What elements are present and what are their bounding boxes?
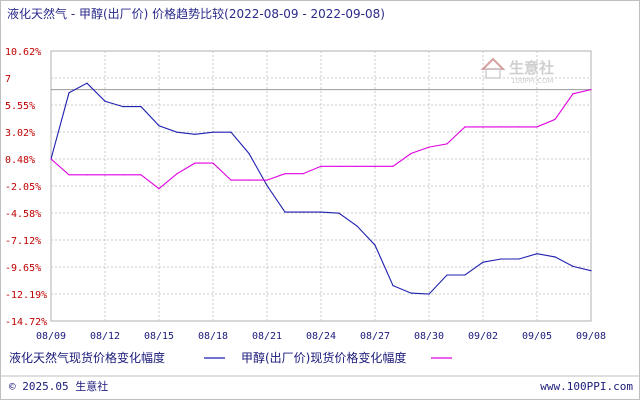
data-point bbox=[482, 261, 484, 263]
data-point bbox=[518, 126, 520, 128]
data-point bbox=[302, 211, 304, 213]
data-point bbox=[464, 274, 466, 276]
y-tick-label: 0.48% bbox=[5, 155, 35, 166]
data-point bbox=[392, 165, 394, 167]
data-point bbox=[86, 174, 88, 176]
grid-lines bbox=[51, 51, 591, 321]
data-point bbox=[410, 152, 412, 155]
x-tick-label: 09/02 bbox=[468, 331, 498, 342]
x-tick-label: 08/27 bbox=[360, 331, 390, 342]
y-tick-label: -12.19% bbox=[5, 290, 47, 301]
data-point bbox=[500, 126, 502, 128]
house-logo-icon bbox=[480, 57, 506, 79]
x-tick-label: 08/12 bbox=[90, 331, 120, 342]
data-point bbox=[320, 211, 322, 213]
x-tick-label: 08/18 bbox=[198, 331, 228, 342]
x-tick-label: 08/15 bbox=[144, 331, 174, 342]
data-point bbox=[428, 293, 430, 295]
data-point bbox=[230, 131, 232, 133]
x-tick-label: 08/21 bbox=[252, 331, 282, 342]
watermark-text: 生意社 bbox=[509, 59, 554, 77]
x-tick-label: 08/24 bbox=[306, 331, 336, 342]
data-point bbox=[392, 285, 394, 287]
data-point bbox=[68, 174, 70, 176]
data-point bbox=[518, 258, 520, 260]
series-lines bbox=[50, 82, 592, 295]
data-point bbox=[410, 292, 412, 294]
data-point bbox=[356, 165, 358, 167]
y-axis-ticks: 10.62% 7 5.55% 3.02% 0.48% -2.05% -4.58% -7.12%… bbox=[5, 47, 47, 328]
data-point bbox=[572, 265, 574, 267]
watermark-subtext: 100PPI.COM bbox=[511, 77, 554, 85]
data-point bbox=[572, 93, 574, 95]
y-tick-label: 5.55% bbox=[5, 101, 35, 112]
data-point bbox=[500, 258, 502, 260]
data-point bbox=[176, 131, 178, 133]
data-point bbox=[464, 126, 466, 128]
data-point bbox=[158, 188, 160, 190]
data-point bbox=[284, 211, 286, 213]
y-tick-label: -7.12% bbox=[5, 236, 41, 247]
data-point bbox=[284, 173, 286, 175]
watermark-logo: 生意社 100PPI.COM bbox=[480, 57, 554, 85]
data-point bbox=[140, 174, 142, 176]
data-point bbox=[428, 146, 430, 148]
data-point bbox=[266, 179, 268, 181]
footer-copyright: © 2025.05 生意社 bbox=[9, 379, 108, 393]
data-point bbox=[266, 184, 268, 187]
data-point bbox=[590, 89, 592, 91]
data-point bbox=[446, 143, 448, 145]
data-point bbox=[374, 244, 376, 246]
data-point bbox=[194, 133, 196, 135]
data-point bbox=[104, 174, 106, 176]
data-point bbox=[140, 106, 142, 108]
data-point bbox=[536, 253, 538, 255]
data-point bbox=[356, 225, 358, 227]
legend: 液化天然气现货价格变化幅度 甲醇(出厂价)现货价格变化幅度 bbox=[9, 350, 452, 365]
y-tick-label: -14.72% bbox=[5, 317, 47, 328]
data-point bbox=[230, 179, 232, 181]
x-tick-label: 08/09 bbox=[36, 331, 66, 342]
data-point bbox=[482, 126, 484, 128]
data-point bbox=[194, 162, 196, 164]
data-point bbox=[122, 174, 124, 176]
data-point bbox=[554, 256, 556, 258]
chart-title: 液化天然气 - 甲醇(出厂价) 价格趋势比较(2022-08-09 - 2022… bbox=[7, 6, 385, 21]
data-point bbox=[176, 173, 178, 175]
data-point bbox=[122, 106, 124, 108]
data-point bbox=[212, 131, 214, 133]
data-point bbox=[554, 118, 556, 120]
data-point bbox=[158, 125, 160, 127]
data-point bbox=[86, 82, 88, 84]
y-tick-label: -4.58% bbox=[5, 209, 41, 220]
data-point bbox=[248, 152, 250, 155]
y-tick-label: 7 bbox=[5, 74, 11, 85]
data-point bbox=[446, 274, 448, 276]
y-tick-label: 3.02% bbox=[5, 128, 35, 139]
data-point bbox=[50, 158, 52, 160]
y-tick-label: 10.62% bbox=[5, 47, 41, 58]
data-point bbox=[590, 270, 592, 272]
data-point bbox=[68, 92, 70, 94]
data-point bbox=[302, 173, 304, 175]
data-point bbox=[212, 162, 214, 164]
data-point bbox=[320, 165, 322, 167]
data-point bbox=[374, 165, 376, 167]
data-point bbox=[104, 100, 106, 102]
data-point bbox=[248, 179, 250, 181]
data-point bbox=[338, 165, 340, 167]
legend-label-series1: 液化天然气现货价格变化幅度 bbox=[9, 350, 165, 365]
data-point bbox=[536, 126, 538, 128]
footer-url: www.100PPI.com bbox=[540, 380, 633, 393]
x-tick-label: 08/30 bbox=[414, 331, 444, 342]
x-tick-label: 09/08 bbox=[576, 331, 606, 342]
y-tick-label: -2.05% bbox=[5, 182, 41, 193]
legend-label-series2: 甲醇(出厂价)现货价格变化幅度 bbox=[241, 350, 406, 365]
x-tick-label: 09/05 bbox=[522, 331, 552, 342]
x-axis-ticks: 08/09 08/12 08/15 08/18 08/21 08/24 08/27 08/30… bbox=[36, 331, 606, 342]
data-point bbox=[338, 212, 340, 214]
y-tick-label: -9.65% bbox=[5, 263, 41, 274]
